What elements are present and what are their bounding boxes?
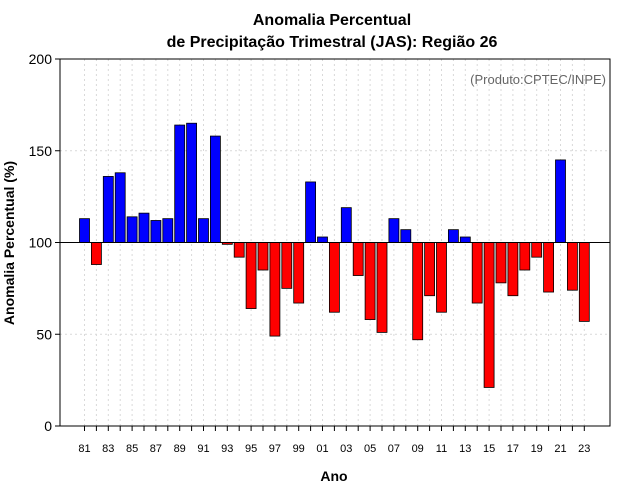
- xtick-label-15: 15: [483, 443, 495, 455]
- bar-99: [293, 242, 305, 304]
- bar-03: [340, 207, 352, 243]
- xtick-label-89: 89: [174, 443, 186, 455]
- y-axis: 0 50 100 150 200: [29, 51, 60, 434]
- bar-87: [150, 220, 162, 243]
- xtick-label-99: 99: [293, 443, 305, 455]
- ytick-label-50: 50: [36, 326, 52, 342]
- bar-20: [543, 242, 554, 293]
- bar-90: [186, 122, 198, 243]
- bar-88: [162, 218, 174, 243]
- xtick-label-97: 97: [269, 443, 281, 455]
- xtick-label-83: 83: [102, 443, 114, 455]
- xtick-label-03: 03: [340, 443, 352, 455]
- bar-01: [317, 236, 328, 243]
- xtick-label-87: 87: [150, 443, 162, 455]
- xtick-label-19: 19: [531, 443, 543, 455]
- bar-22: [567, 242, 578, 291]
- bar-94: [233, 242, 245, 258]
- chart-title-line-1: Anomalia Percentual: [253, 12, 411, 29]
- xtick-label-17: 17: [507, 443, 519, 455]
- bar-81: [79, 218, 90, 243]
- bar-19: [531, 242, 543, 258]
- bar-11: [436, 242, 447, 313]
- bar-18: [519, 242, 531, 271]
- credit-text: (Produto:CPTEC/INPE): [470, 72, 606, 87]
- bar-21: [555, 159, 566, 243]
- bar-96: [257, 242, 269, 271]
- xtick-label-09: 09: [412, 443, 424, 455]
- x-axis: 81 83 85 87 89 91 93 95 97 99 01 03 05 07 09 11 13 15 17 19…: [78, 426, 590, 455]
- bar-92: [209, 135, 221, 243]
- xtick-label-93: 93: [221, 443, 233, 455]
- bar-12: [447, 229, 459, 243]
- bar-08: [400, 229, 412, 243]
- bar-09: [412, 242, 424, 341]
- bar-13: [459, 236, 471, 243]
- bar-10: [424, 242, 436, 297]
- bars: [79, 122, 590, 388]
- xtick-label-95: 95: [245, 443, 257, 455]
- xtick-label-81: 81: [78, 443, 90, 455]
- bar-98: [281, 242, 293, 289]
- bar-91: [198, 218, 209, 243]
- bar-17: [507, 242, 519, 297]
- xtick-label-11: 11: [436, 443, 447, 455]
- xtick-label-91: 91: [197, 443, 209, 455]
- bar-23: [578, 242, 590, 322]
- bar-82: [91, 242, 102, 265]
- x-axis-label: Ano: [320, 468, 347, 484]
- xtick-label-23: 23: [578, 443, 590, 455]
- xtick-label-07: 07: [388, 443, 400, 455]
- xtick-label-05: 05: [364, 443, 376, 455]
- xtick-label-01: 01: [316, 443, 328, 455]
- bar-15: [483, 242, 495, 388]
- bar-07: [388, 218, 400, 243]
- xtick-label-85: 85: [126, 443, 138, 455]
- bar-02: [328, 242, 340, 313]
- ytick-label-200: 200: [29, 51, 53, 67]
- bar-97: [269, 242, 281, 337]
- bar-16: [495, 242, 507, 284]
- ytick-label-150: 150: [29, 143, 53, 159]
- bar-89: [174, 124, 186, 243]
- ytick-label-100: 100: [29, 235, 53, 251]
- y-axis-label: Anomalia Percentual (%): [1, 161, 17, 325]
- ytick-label-0: 0: [44, 418, 52, 434]
- bar-06: [376, 242, 388, 333]
- bar-14: [471, 242, 483, 304]
- xtick-label-21: 21: [554, 443, 566, 455]
- bar-85: [126, 216, 138, 243]
- bar-04: [352, 242, 364, 276]
- bar-95: [245, 242, 257, 309]
- bar-84: [114, 172, 126, 243]
- bar-00: [305, 181, 317, 243]
- chart-title-line-2: de Precipitação Trimestral (JAS): Região…: [167, 34, 498, 51]
- gridlines: [60, 59, 610, 426]
- bar-86: [138, 212, 150, 243]
- bar-83: [102, 176, 114, 243]
- bar-05: [364, 242, 376, 320]
- xtick-label-13: 13: [459, 443, 471, 455]
